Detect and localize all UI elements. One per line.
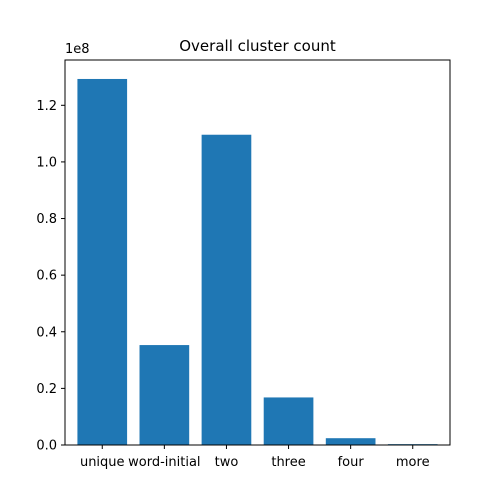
x-tick-label: two xyxy=(215,455,239,470)
y-tick-label: 0.8 xyxy=(36,212,57,227)
chart-title: Overall cluster count xyxy=(179,37,336,55)
bar-four xyxy=(326,438,376,445)
y-tick-label: 0.0 xyxy=(36,439,57,454)
bar-two xyxy=(202,135,252,445)
bar-unique xyxy=(77,79,127,445)
x-tick-label: word-initial xyxy=(128,455,200,470)
bar-series xyxy=(77,79,437,445)
y-tick-label: 0.4 xyxy=(36,325,57,340)
y-axis: 0.0 0.2 0.4 0.6 0.8 1.0 1.2 xyxy=(36,99,65,454)
y-tick-label: 0.6 xyxy=(36,269,57,284)
x-axis: unique word-initial two three four more xyxy=(80,445,430,470)
y-tick-label: 1.2 xyxy=(36,99,57,114)
x-tick-label: unique xyxy=(80,455,125,470)
bar-three xyxy=(264,397,314,445)
bar-word-initial xyxy=(140,345,190,445)
y-axis-offset-label: 1e8 xyxy=(65,42,90,57)
y-tick-label: 1.0 xyxy=(36,155,57,170)
x-tick-label: three xyxy=(271,455,305,470)
y-tick-label: 0.2 xyxy=(36,382,57,397)
x-tick-label: more xyxy=(396,455,430,470)
x-tick-label: four xyxy=(338,455,365,470)
